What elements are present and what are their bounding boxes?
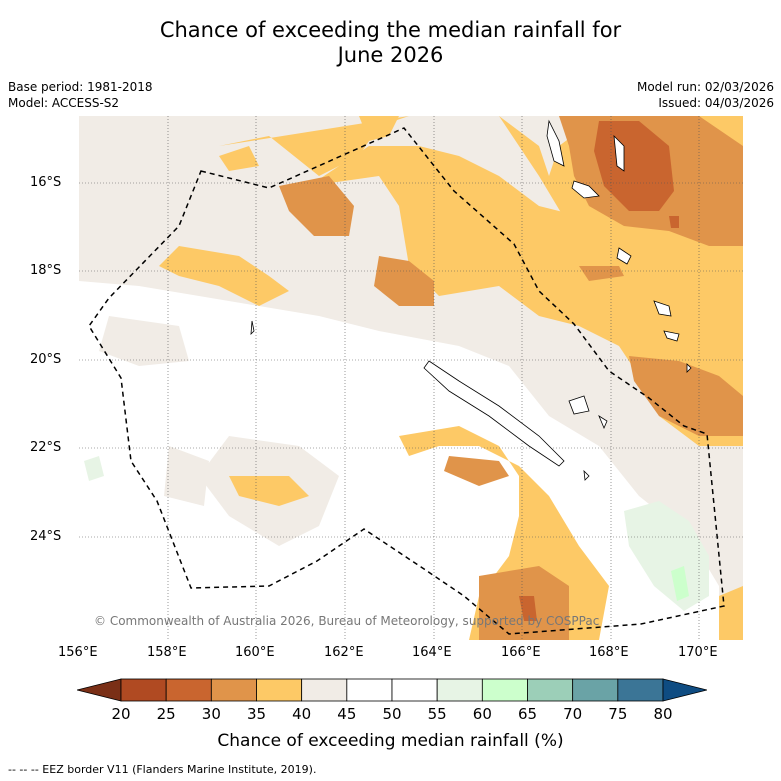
colorbar-segment: [481, 678, 528, 702]
colorbar-tick-label: 70: [563, 705, 583, 723]
gridlines: [79, 116, 743, 640]
lon-label-156e: 156°E: [58, 645, 98, 660]
band-60-65: [671, 566, 689, 601]
colorbar-segment: [572, 678, 619, 702]
lon-label-162e: 162°E: [324, 645, 364, 660]
lat-label-22s: 22°S: [30, 440, 62, 455]
lat-label-18s: 18°S: [30, 263, 62, 278]
model-run: Model run: 02/03/2026: [636, 80, 774, 94]
title-line-2: June 2026: [337, 43, 444, 67]
colorbar-tick-label: 25: [156, 705, 176, 723]
colorbar-segment: [617, 678, 664, 702]
colorbar-segment: [120, 678, 167, 702]
colorbar-tick-label: 55: [427, 705, 447, 723]
colorbar-segment: [256, 678, 303, 702]
copyright-note: © Commonwealth of Australia 2026, Bureau…: [94, 614, 600, 628]
coastlines: [250, 119, 692, 481]
colorbar-extend-high: [662, 678, 707, 702]
colorbar-segment: [391, 678, 438, 702]
colorbar-segment: [346, 678, 393, 702]
colorbar-tick-label: 75: [608, 705, 628, 723]
band-25-30: [519, 121, 679, 621]
lon-label-166e: 166°E: [501, 645, 541, 660]
colorbar-tick-label: 30: [201, 705, 221, 723]
lat-label-24s: 24°S: [30, 529, 62, 544]
colorbar-tick-label: 45: [337, 705, 357, 723]
title-line-1: Chance of exceeding the median rainfall …: [159, 18, 622, 42]
band-55-60: [84, 456, 709, 611]
eez-legend: -- -- -- EEZ border V11 (Flanders Marine…: [8, 763, 317, 776]
lat-label-16s: 16°S: [30, 175, 62, 190]
colorbar-segment: [436, 678, 483, 702]
lon-label-170e: 170°E: [678, 645, 718, 660]
colorbar-segment: [527, 678, 574, 702]
rainfall-map: [79, 116, 743, 640]
colorbar-tick-label: 20: [111, 705, 131, 723]
issued-date: Issued: 04/03/2026: [658, 96, 774, 110]
chart-title: Chance of exceeding the median rainfall …: [0, 18, 781, 68]
colorbar-segment: [165, 678, 212, 702]
colorbar-title: Chance of exceeding median rainfall (%): [217, 731, 564, 751]
colorbar-tick-label: 80: [653, 705, 673, 723]
lon-label-164e: 164°E: [412, 645, 452, 660]
colorbar-tick-label: 35: [246, 705, 267, 723]
colorbar: [77, 678, 707, 702]
base-period: Base period: 1981-2018: [8, 80, 153, 94]
meta-right: Model run: 02/03/2026 Issued: 04/03/2026: [637, 79, 774, 111]
lat-label-20s: 20°S: [30, 352, 62, 367]
colorbar-segment: [210, 678, 257, 702]
colorbar-tick-label: 65: [517, 705, 538, 723]
lon-label-160e: 160°E: [235, 645, 275, 660]
eez-border: [88, 127, 725, 635]
colorbar-tick-label: 50: [382, 705, 402, 723]
colorbar-extend-low: [77, 678, 122, 702]
lon-label-168e: 168°E: [589, 645, 629, 660]
colorbar-tick-label: 40: [292, 705, 312, 723]
model-name: Model: ACCESS-S2: [8, 96, 120, 110]
lon-label-158e: 158°E: [147, 645, 187, 660]
colorbar-segment: [301, 678, 348, 702]
meta-left: Base period: 1981-2018 Model: ACCESS-S2: [8, 79, 153, 111]
colorbar-tick-label: 60: [472, 705, 492, 723]
